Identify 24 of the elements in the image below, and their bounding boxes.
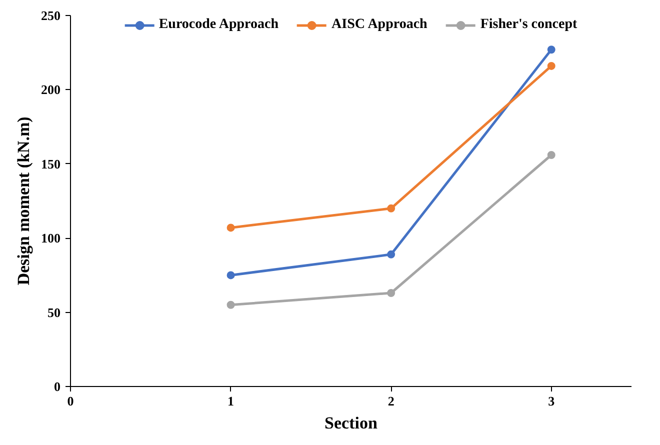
legend-label: Eurocode Approach bbox=[158, 17, 279, 33]
point bbox=[387, 289, 396, 297]
y-axis-title: Design moment (kN.m) bbox=[14, 116, 33, 286]
x-tick-label: 1 bbox=[228, 394, 234, 408]
y-tick-label: 100 bbox=[41, 230, 60, 246]
x-tick-label: 3 bbox=[548, 394, 556, 408]
y-tick-label: 200 bbox=[41, 82, 60, 98]
point bbox=[547, 46, 556, 54]
legend-label: Fisher's concept bbox=[480, 17, 578, 33]
point bbox=[226, 271, 235, 280]
x-tick-label: 0 bbox=[67, 394, 74, 408]
point bbox=[547, 151, 556, 159]
point bbox=[387, 250, 396, 258]
point bbox=[547, 62, 556, 70]
y-tick-label: 50 bbox=[48, 304, 60, 320]
point bbox=[226, 224, 235, 232]
point bbox=[226, 300, 235, 309]
y-tick-label: 250 bbox=[41, 8, 60, 23]
legend-label: AISC Approach bbox=[332, 17, 428, 33]
y-tick-label: 150 bbox=[41, 156, 60, 172]
y-tick-label: 0 bbox=[54, 379, 60, 394]
point bbox=[387, 204, 396, 212]
x-axis-title: Section bbox=[324, 414, 378, 432]
x-tick-label: 2 bbox=[388, 394, 394, 408]
